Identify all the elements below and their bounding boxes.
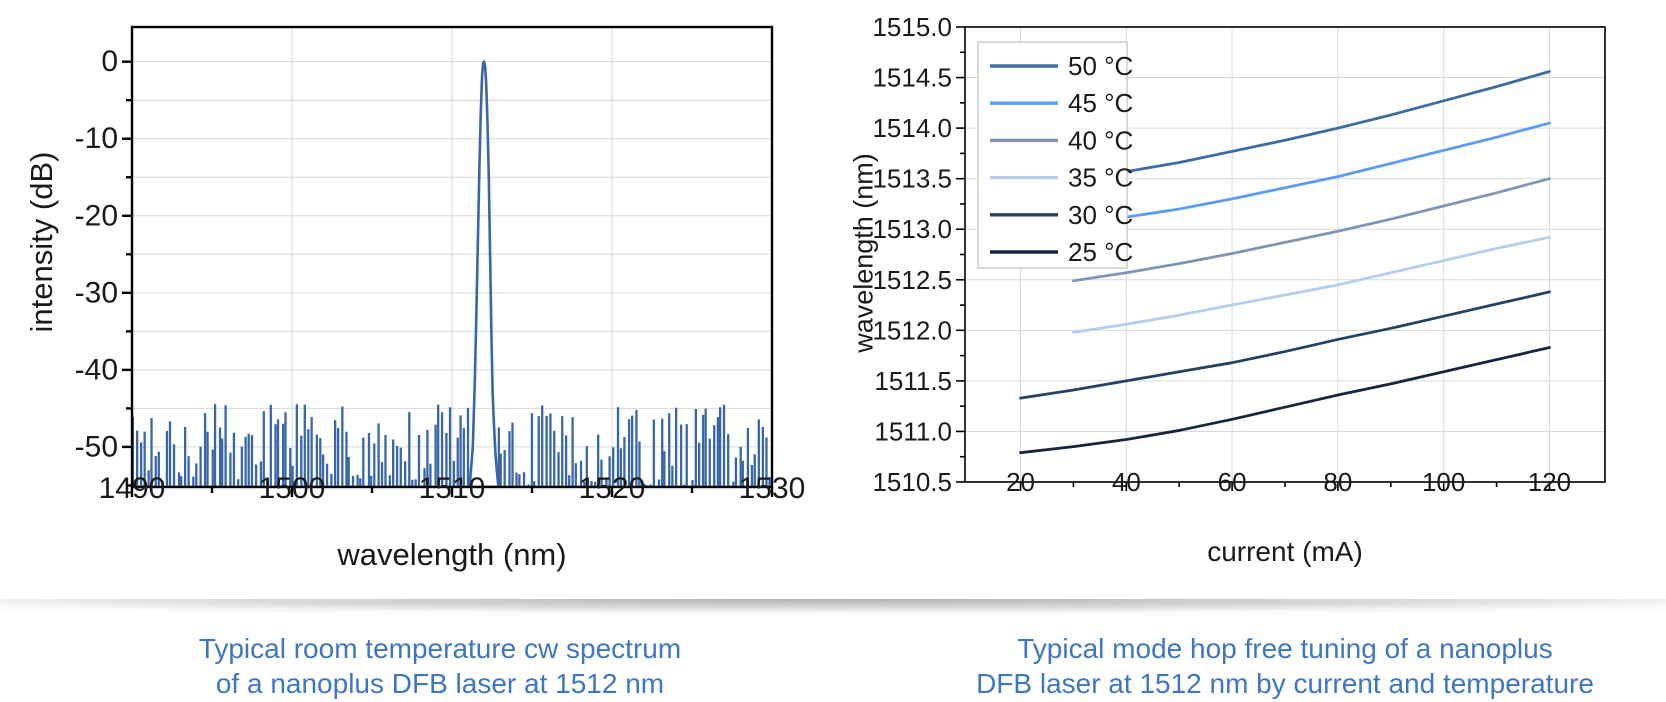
shadow-divider xyxy=(0,599,1666,621)
legend-item-30C: 30 °C xyxy=(990,200,1133,230)
laser-peak-line xyxy=(468,60,500,488)
y-tick-label: 1514.5 xyxy=(872,63,952,93)
y-tick-label: -40 xyxy=(75,353,118,386)
y-tick-label: -30 xyxy=(75,276,118,309)
y-tick-label: 1511.0 xyxy=(874,416,952,446)
x-tick-label: 1490 xyxy=(99,472,166,505)
y-tick-label: -20 xyxy=(75,199,118,232)
legend: 50 °C 45 °C 40 °C 35 °C 30 °C 25 °C xyxy=(977,41,1133,269)
y-tick-label: 1511.5 xyxy=(874,366,952,396)
y-tick-label: -10 xyxy=(75,122,118,155)
noise-floor xyxy=(131,404,771,487)
legend-label: 25 °C xyxy=(1068,237,1133,267)
spectrum-caption-line-2: of a nanoplus DFB laser at 1512 nm xyxy=(215,668,665,699)
spectrum-chart: 1490 1500 1510 1520 1530 0 -10 -20 -30 -40 -50 xyxy=(75,25,805,505)
x-tick-label: 1500 xyxy=(259,472,326,505)
legend-label: 50 °C xyxy=(1068,51,1133,81)
series-50C xyxy=(1124,70,1551,173)
y-tick-label: 1512.5 xyxy=(872,265,952,295)
tuning-caption-line-1: Typical mode hop free tuning of a nanopl… xyxy=(1017,633,1553,664)
legend-label: 40 °C xyxy=(1068,125,1133,155)
y-tick-label: 1510.5 xyxy=(872,467,952,497)
legend-label: 45 °C xyxy=(1068,88,1133,118)
y-tick-label: 0 xyxy=(101,45,118,78)
y-tick-label: 1513.0 xyxy=(872,214,952,244)
spectrum-caption-line-1: Typical room temperature cw spectrum xyxy=(198,633,682,664)
x-tick-label: 100 xyxy=(1422,467,1465,497)
legend-item-40C: 40 °C xyxy=(990,125,1133,155)
legend-label: 35 °C xyxy=(1068,163,1133,193)
y-tick-label: 1512.0 xyxy=(872,315,952,345)
series-45C xyxy=(1124,121,1551,219)
x-tick-label: 1530 xyxy=(739,472,806,505)
series-25C xyxy=(1019,346,1551,455)
x-tick-label: 1520 xyxy=(579,472,646,505)
x-tick-label: 60 xyxy=(1218,467,1247,497)
x-tick-label: 80 xyxy=(1323,467,1352,497)
series-40C xyxy=(1072,177,1551,283)
legend-label: 30 °C xyxy=(1068,200,1133,230)
spectrum-x-axis-label: wavelength (nm) xyxy=(337,537,567,572)
tuning-ticks: 20 40 60 80 100 120 1515.0 1514.5 1514.0 1513.5 15… xyxy=(872,12,1571,497)
x-tick-label: 120 xyxy=(1528,467,1571,497)
series-35C xyxy=(1072,235,1551,334)
tuning-caption: Typical mode hop free tuning of a nanopl… xyxy=(965,631,1605,701)
legend-item-35C: 35 °C xyxy=(990,163,1133,193)
x-tick-label: 40 xyxy=(1112,467,1141,497)
spectrum-gridlines xyxy=(132,27,772,487)
tuning-chart: 20 40 60 80 100 120 1515.0 1514.5 1514.0 1513.5 15… xyxy=(872,12,1606,497)
tuning-y-axis-label: wavelength (nm) xyxy=(848,153,879,353)
legend-item-50C: 50 °C xyxy=(990,51,1133,81)
legend-item-25C: 25 °C xyxy=(990,237,1133,267)
spectrum-ticks: 1490 1500 1510 1520 1530 0 -10 -20 -30 -40 -50 xyxy=(75,45,806,505)
y-tick-label: 1515.0 xyxy=(872,12,952,42)
tuning-caption-line-2: DFB laser at 1512 nm by current and temp… xyxy=(976,668,1594,699)
series-30C xyxy=(1019,290,1551,400)
spectrum-caption: Typical room temperature cw spectrum of … xyxy=(120,631,760,701)
y-tick-label: 1514.0 xyxy=(872,113,952,143)
legend-item-45C: 45 °C xyxy=(990,88,1133,118)
x-tick-label: 20 xyxy=(1006,467,1035,497)
y-tick-label: 1513.5 xyxy=(872,164,952,194)
spectrum-y-axis-label: intensity (dB) xyxy=(24,151,59,333)
x-tick-label: 1510 xyxy=(419,472,486,505)
tuning-x-axis-label: current (mA) xyxy=(1207,536,1363,567)
y-tick-label: -50 xyxy=(75,430,118,463)
